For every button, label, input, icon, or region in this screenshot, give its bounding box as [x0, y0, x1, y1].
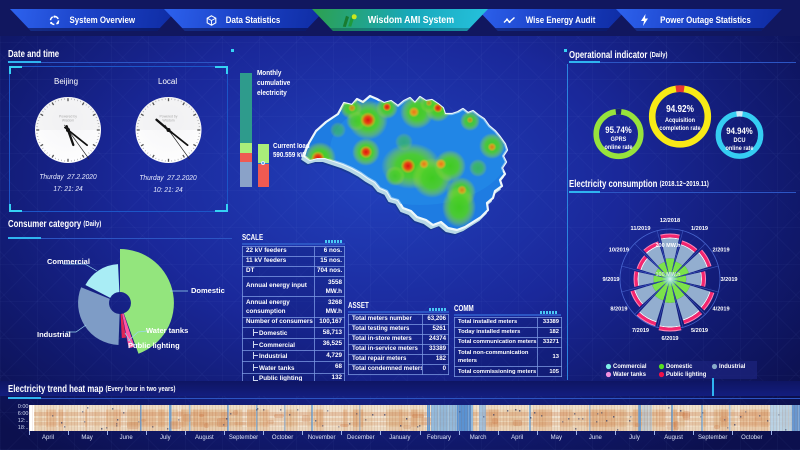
svg-text:6/2019: 6/2019 [661, 336, 678, 342]
svg-text:100 MW.h: 100 MW.h [655, 272, 681, 278]
svg-text:5/2019: 5/2019 [691, 328, 708, 334]
svg-text:11/2019: 11/2019 [631, 226, 651, 232]
svg-text:9/2019: 9/2019 [602, 277, 619, 283]
svg-text:4/2019: 4/2019 [713, 307, 730, 313]
svg-text:7/2019: 7/2019 [632, 328, 649, 334]
svg-text:Powered by: Powered by [59, 114, 77, 118]
svg-text:1/2019: 1/2019 [691, 226, 708, 232]
svg-text:Powered by: Powered by [160, 114, 178, 118]
svg-text:200 MW.h: 200 MW.h [655, 243, 681, 249]
svg-text:12/2018: 12/2018 [660, 218, 680, 224]
svg-text:8/2019: 8/2019 [610, 307, 627, 313]
svg-text:Wisdom: Wisdom [162, 118, 174, 122]
svg-text:2/2019: 2/2019 [713, 248, 730, 254]
svg-text:Wisdom: Wisdom [62, 118, 74, 122]
svg-text:3/2019: 3/2019 [720, 277, 737, 283]
svg-text:10/2019: 10/2019 [609, 248, 629, 254]
